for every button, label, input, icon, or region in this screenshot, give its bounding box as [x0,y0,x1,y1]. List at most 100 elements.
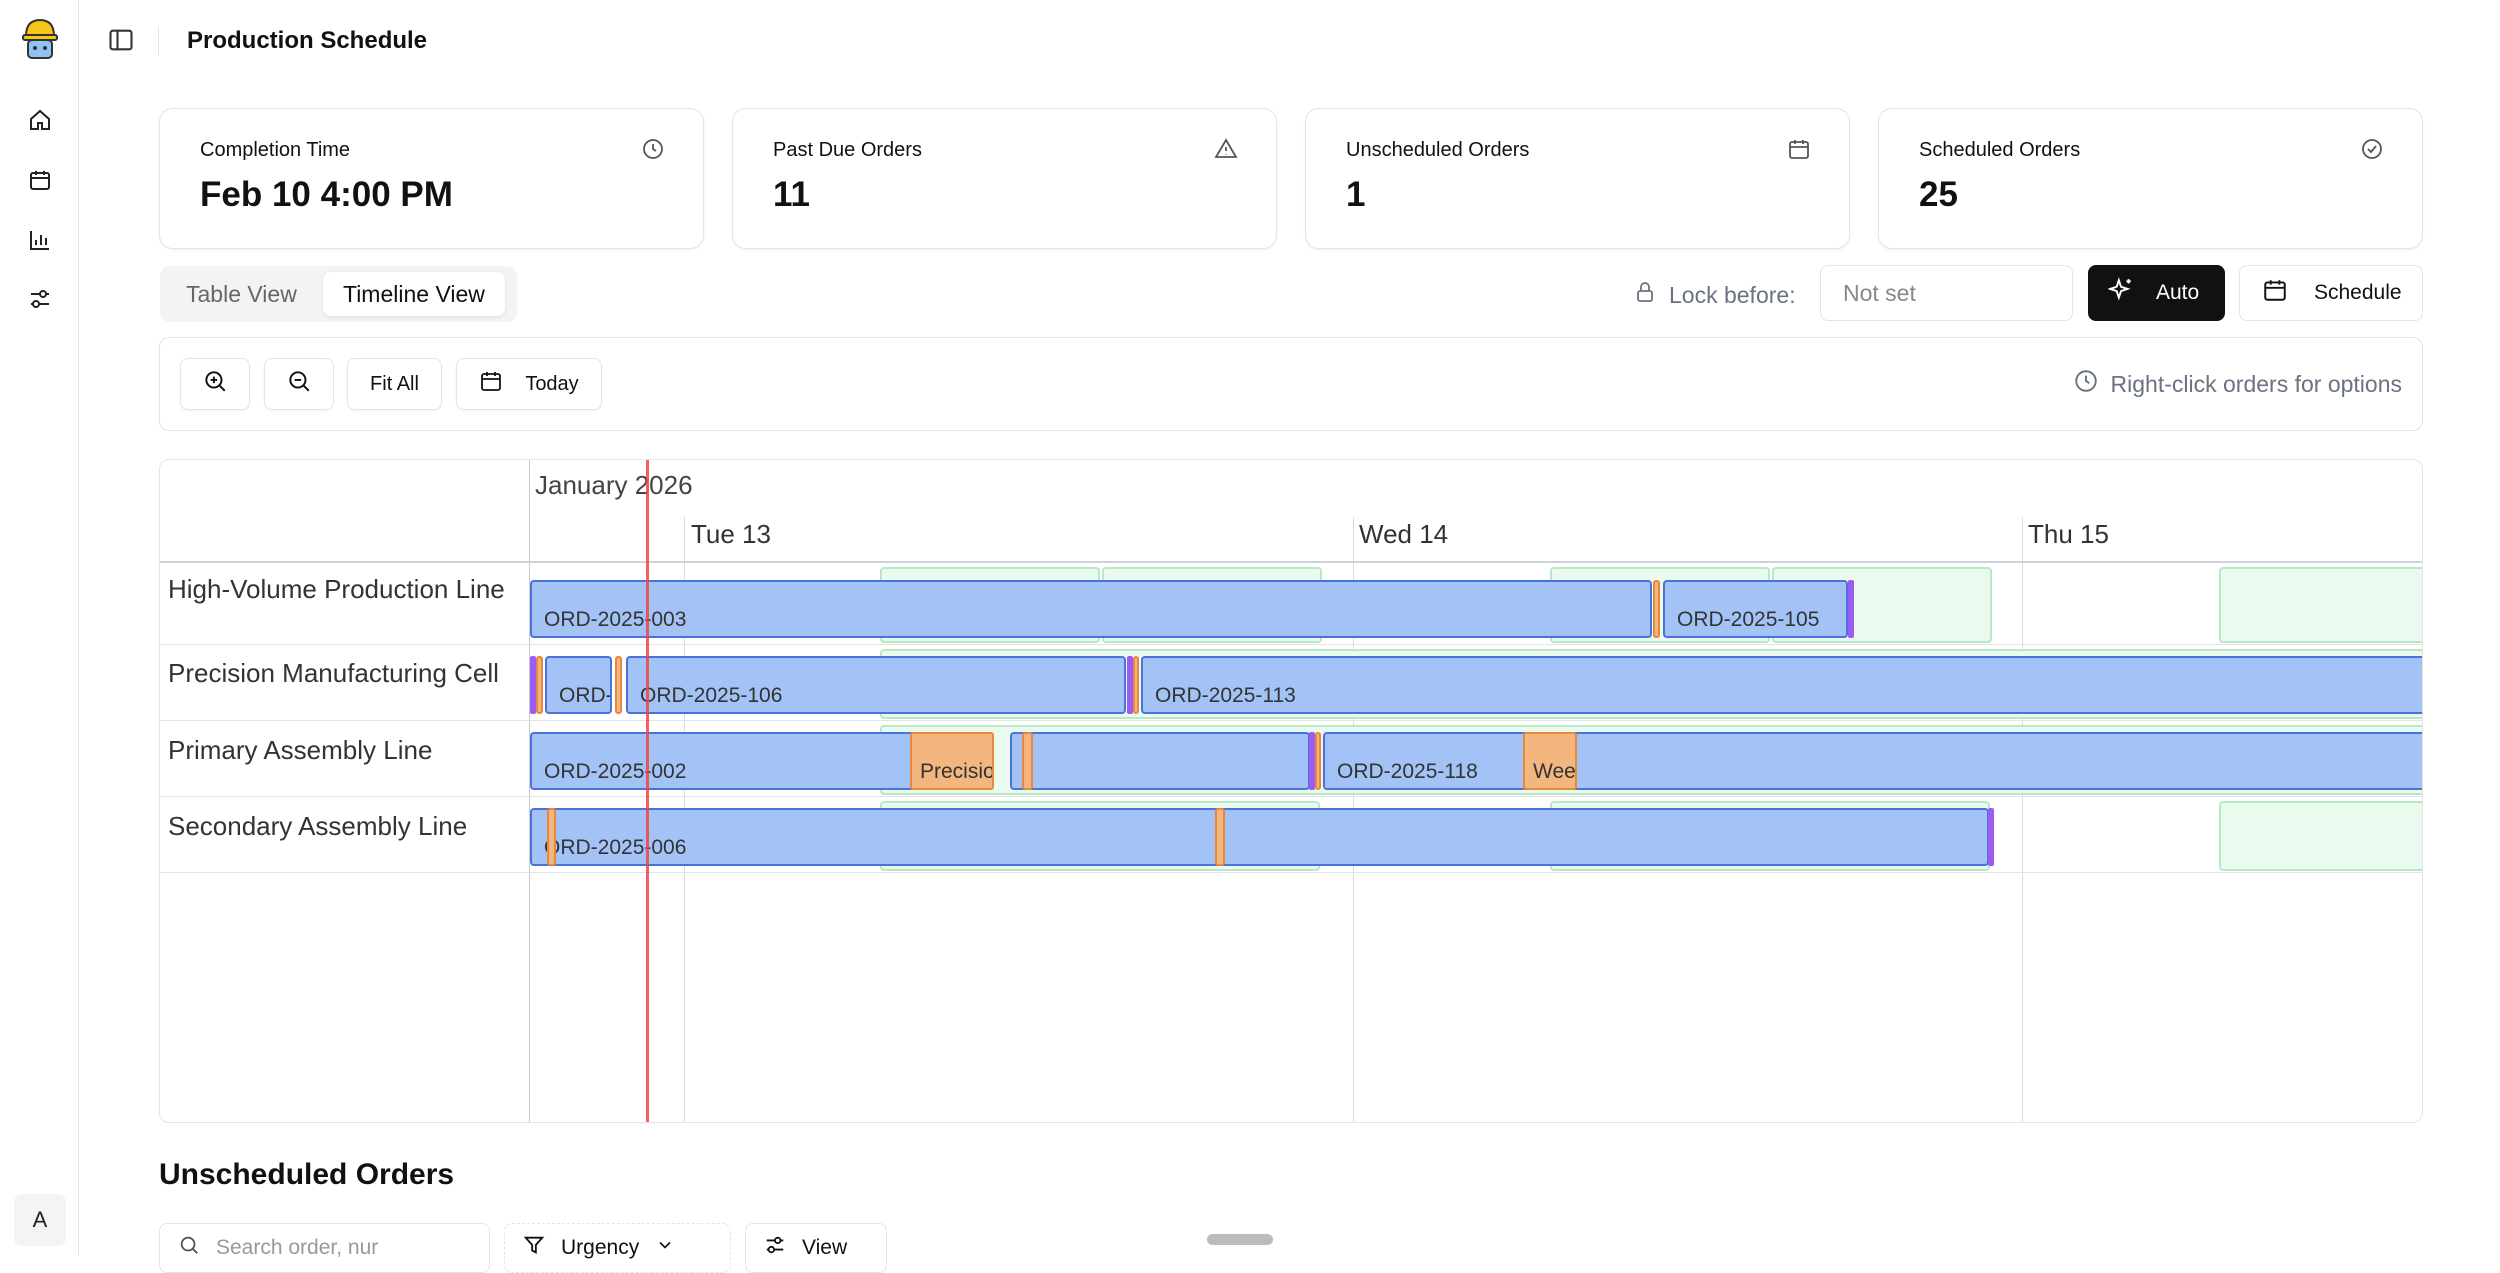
drag-handle[interactable] [1207,1234,1273,1245]
stat-label: Scheduled Orders [1919,139,2081,161]
label-divider [529,460,530,1122]
sparkles-icon [2107,277,2134,309]
today-button[interactable]: Today [456,358,602,410]
order-bar[interactable]: ORD-2025-006 [530,808,1989,866]
calendar-icon[interactable] [24,164,56,196]
order-bar[interactable]: ORD-2025-118 [1323,732,2422,790]
day-label: Tue 13 [691,519,771,549]
home-icon[interactable] [24,104,56,136]
order-label: ORD-2025-002 [544,760,687,783]
order-bar[interactable]: ORD-2025-002 [530,732,940,790]
worker-logo-icon[interactable] [20,16,60,62]
changeover-marker[interactable] [1848,580,1854,638]
hint-text: Right-click orders for options [2110,370,2402,397]
lock-icon [1633,280,1657,310]
view-options-button[interactable]: View [745,1223,887,1273]
avatar[interactable]: A [14,1194,66,1246]
urgency-filter[interactable]: Urgency [504,1223,731,1273]
maintenance-block[interactable]: Wee [1523,732,1577,790]
zoom-in-button[interactable] [180,358,250,410]
chevron-down-icon [655,1235,675,1261]
row-divider [160,872,2422,873]
changeover-marker[interactable] [1127,656,1133,714]
warning-icon [1214,137,1238,161]
view-toggle: Table View Timeline View [160,266,517,322]
order-label: ORD-2025-113 [1155,684,1296,707]
changeover-marker[interactable] [1309,732,1315,790]
stat-value: 1 [1346,175,1366,214]
stat-card-past-due: Past Due Orders 11 [732,108,1277,249]
month-label: January 2026 [535,470,693,500]
row-divider [160,644,2422,645]
header-divider [160,561,2422,563]
row-label-precision: Precision Manufacturing Cell [168,658,499,688]
clock-icon [641,137,665,161]
calendar-icon [2262,277,2288,309]
sliders-icon [764,1234,786,1262]
changeover-marker[interactable] [1988,808,1994,866]
stat-value: Feb 10 4:00 PM [200,175,453,214]
maintenance-block[interactable] [1215,808,1225,866]
order-bar[interactable] [1010,732,1310,790]
order-bar[interactable]: ORD-2025-105 [1663,580,1848,638]
availability-window [2219,567,2422,643]
changeover-marker[interactable] [530,656,536,714]
settings-sliders-icon[interactable] [24,283,56,315]
sidebar-toggle-icon[interactable] [107,26,137,56]
schedule-label: Schedule [2314,281,2402,304]
order-bar[interactable]: ORD-2025-003 [530,580,1652,638]
row-label-high-volume: High-Volume Production Line [168,574,505,604]
maintenance-block[interactable] [1133,656,1139,714]
maintenance-block[interactable] [615,656,622,714]
maintenance-label: Wee [1533,760,1576,783]
lock-before: Lock before: [1633,280,1796,310]
calendar-icon [1787,137,1811,161]
schedule-button[interactable]: Schedule [2239,265,2423,321]
stat-card-completion: Completion Time Feb 10 4:00 PM [159,108,704,249]
urgency-label: Urgency [561,1236,640,1259]
order-bar[interactable]: ORD-2025-113 [1141,656,2422,714]
order-label: ORD-2025-003 [544,608,687,631]
day-gridline [2022,517,2023,1122]
search-input[interactable]: Search order, nur [159,1223,490,1273]
tab-table-view[interactable]: Table View [186,281,297,307]
stat-label: Unscheduled Orders [1346,139,1530,161]
right-click-hint: Right-click orders for options [2073,368,2402,400]
order-bar[interactable]: ORD-2025-106 [626,656,1126,714]
unscheduled-orders-title: Unscheduled Orders [159,1158,455,1191]
order-label: ORD-2025-006 [544,836,687,859]
search-placeholder: Search order, nur [216,1236,379,1259]
calendar-icon [479,369,503,399]
row-label-secondary-assembly: Secondary Assembly Line [168,811,468,841]
search-icon [178,1234,200,1262]
chart-icon[interactable] [24,224,56,256]
page-title: Production Schedule [187,27,428,54]
row-divider [160,720,2422,721]
view-label: View [802,1236,848,1259]
top-bar: Production Schedule [79,0,2500,82]
stat-label: Past Due Orders [773,139,922,161]
zoom-in-icon [202,368,228,400]
tab-timeline-view[interactable]: Timeline View [323,272,505,316]
zoom-out-icon [286,368,312,400]
timeline-gantt: January 2026 Tue 13 Wed 14 Thu 15 High-V… [159,459,2423,1123]
maintenance-block[interactable] [547,808,556,866]
maintenance-block[interactable] [1315,732,1321,790]
zoom-out-button[interactable] [264,358,334,410]
filter-icon [523,1234,545,1262]
auto-label: Auto [2156,281,2200,304]
maintenance-block[interactable] [536,656,543,714]
stat-value: 25 [1919,175,1958,214]
maintenance-block[interactable] [1022,732,1033,790]
order-label: ORD-2025-105 [1677,608,1820,631]
stat-card-scheduled: Scheduled Orders 25 [1878,108,2423,249]
maintenance-block[interactable]: Precisio [910,732,994,790]
day-label: Thu 15 [2028,519,2109,549]
maintenance-block[interactable] [1653,580,1660,638]
today-label: Today [525,372,579,395]
day-label: Wed 14 [1359,519,1449,549]
fit-all-button[interactable]: Fit All [347,358,442,410]
order-bar[interactable]: ORD- [545,656,612,714]
lock-before-input[interactable]: Not set [1820,265,2073,321]
auto-button[interactable]: Auto [2088,265,2225,321]
